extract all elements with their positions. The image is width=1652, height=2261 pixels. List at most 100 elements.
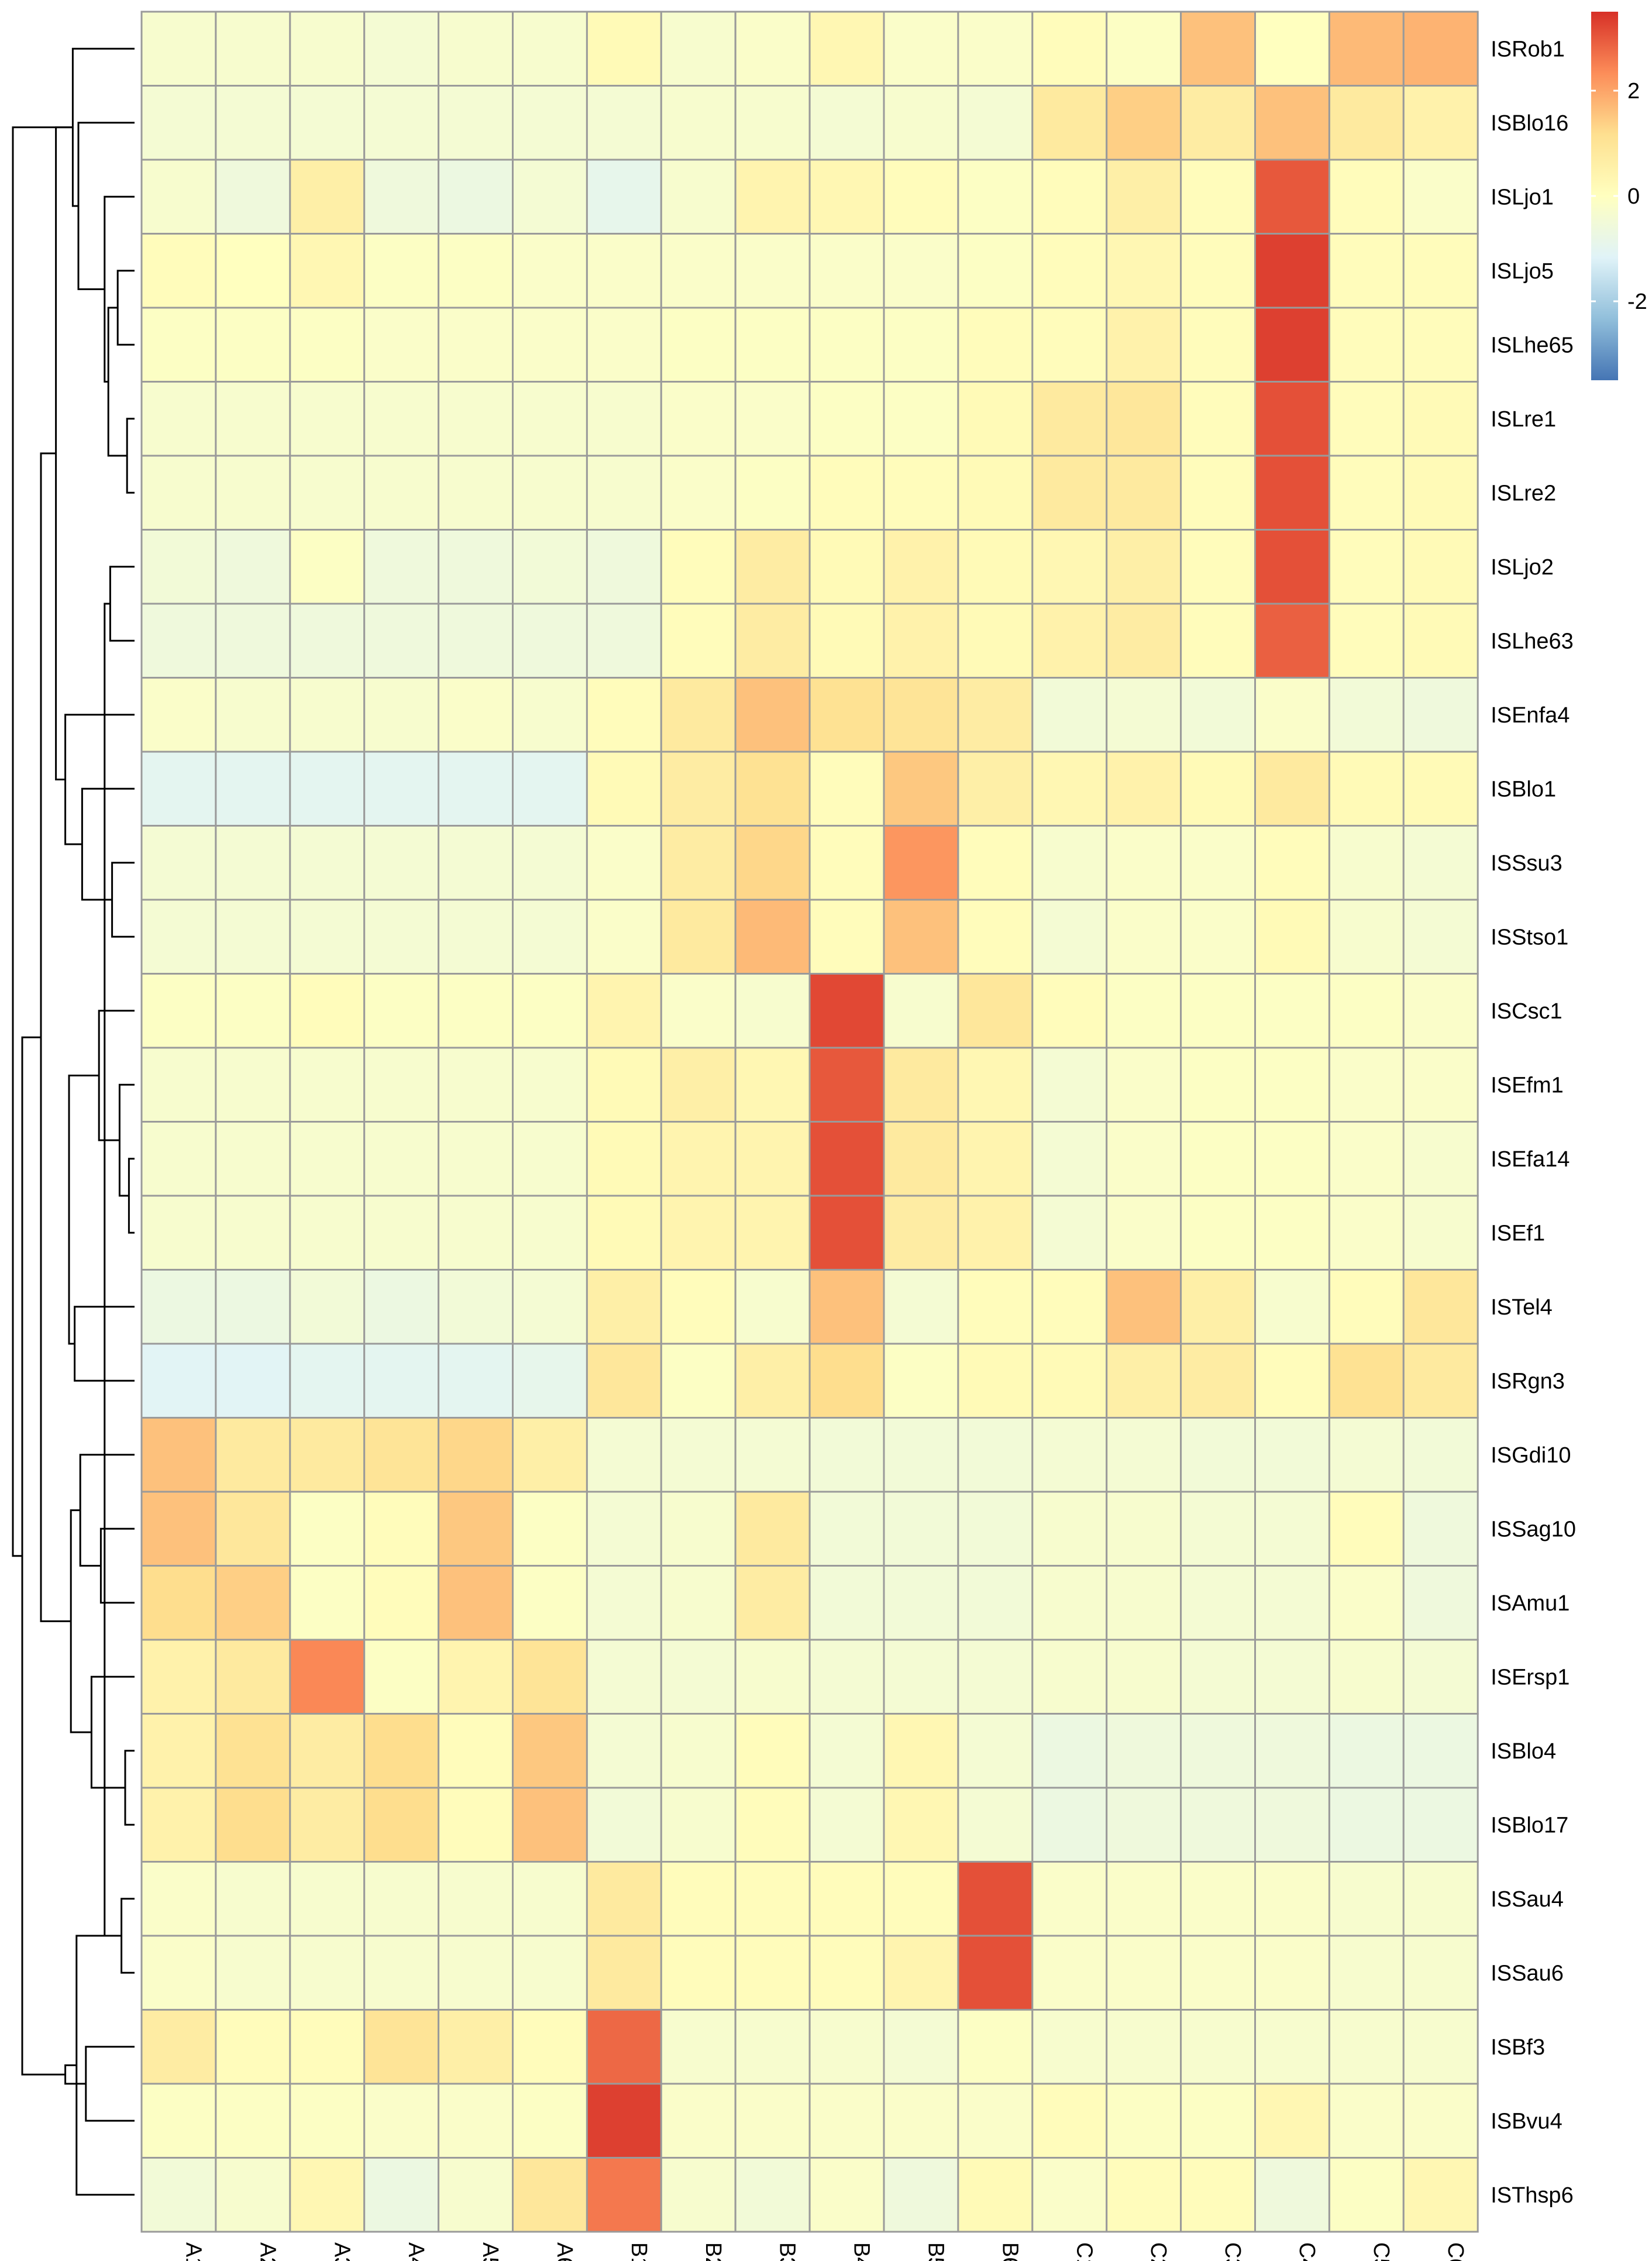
heatmap-cell [140, 1269, 217, 1345]
heatmap-cell [734, 1417, 811, 1493]
heatmap-cell [586, 1195, 662, 1271]
heatmap-cell [1254, 85, 1330, 161]
row-label: ISLjo1 [1491, 185, 1554, 209]
heatmap-cell [438, 11, 514, 87]
heatmap-cell [1031, 307, 1108, 383]
heatmap-cell [586, 973, 662, 1049]
heatmap-cell [438, 751, 514, 827]
heatmap-cell [363, 899, 440, 975]
color-legend: 2 0 -2 [1591, 12, 1647, 380]
heatmap-cell [586, 1417, 662, 1493]
heatmap-cell [734, 159, 811, 235]
heatmap-cell [586, 1047, 662, 1123]
heatmap-cell [289, 973, 366, 1049]
heatmap-cell [363, 529, 440, 605]
heatmap-cell [1180, 751, 1256, 827]
heatmap-cell [1180, 899, 1256, 975]
heatmap-cell [1402, 899, 1479, 975]
heatmap-cell [808, 677, 885, 753]
heatmap-cell [215, 11, 291, 87]
heatmap-cell [808, 1047, 885, 1123]
heatmap-cell [140, 529, 217, 605]
heatmap-cell [660, 233, 736, 309]
heatmap-cell [438, 1417, 514, 1493]
heatmap-cell [586, 1861, 662, 1937]
heatmap-cell [1106, 1787, 1182, 1863]
heatmap-cell [1402, 1565, 1479, 1641]
heatmap-cell [660, 1121, 736, 1197]
heatmap-cell [215, 1861, 291, 1937]
heatmap-cell [734, 1343, 811, 1419]
heatmap-cell [1328, 2083, 1405, 2159]
heatmap-cell [660, 1787, 736, 1863]
heatmap-cell [1328, 1787, 1405, 1863]
heatmap-cell [1180, 2157, 1256, 2233]
heatmap-cell [1106, 1047, 1182, 1123]
heatmap-cell [438, 1935, 514, 2011]
row-label: ISCsc1 [1491, 999, 1562, 1024]
heatmap-cell [363, 2157, 440, 2233]
heatmap-cell [363, 1343, 440, 1419]
heatmap-cell [957, 307, 1034, 383]
heatmap-cell [438, 1787, 514, 1863]
heatmap-cell [1031, 381, 1108, 457]
heatmap-cell [734, 11, 811, 87]
heatmap-cell [808, 2009, 885, 2085]
heatmap-cell [1180, 1565, 1256, 1641]
heatmap-cell [1328, 1343, 1405, 1419]
heatmap-cell [1402, 1047, 1479, 1123]
heatmap-cell [1031, 973, 1108, 1049]
heatmap-cell [1180, 11, 1256, 87]
row-label: ISStso1 [1491, 925, 1568, 949]
heatmap-cell [438, 1269, 514, 1345]
heatmap-cell [289, 1787, 366, 1863]
heatmap-cell [1106, 1417, 1182, 1493]
heatmap-cell [1106, 677, 1182, 753]
heatmap-cell [1254, 1417, 1330, 1493]
heatmap-cell [1031, 1861, 1108, 1937]
heatmap-cell [957, 1491, 1034, 1567]
heatmap-cells [140, 11, 1479, 2233]
row-label: ISGdi10 [1491, 1443, 1571, 1468]
heatmap-cell [363, 1713, 440, 1789]
heatmap-cell [1254, 529, 1330, 605]
heatmap-cell [363, 1417, 440, 1493]
heatmap-cell [1106, 1195, 1182, 1271]
heatmap-cell [512, 1861, 588, 1937]
heatmap-cell [1328, 1417, 1405, 1493]
heatmap-cell [660, 973, 736, 1049]
heatmap-cell [734, 677, 811, 753]
heatmap-cell [438, 825, 514, 901]
heatmap-cell [586, 1713, 662, 1789]
heatmap-cell [140, 603, 217, 679]
heatmap-cell [586, 1269, 662, 1345]
column-label: A2 [255, 2242, 280, 2261]
heatmap-cell [140, 2157, 217, 2233]
heatmap-cell [438, 159, 514, 235]
heatmap-cell [363, 307, 440, 383]
heatmap-cell [586, 677, 662, 753]
heatmap-cell [1328, 159, 1405, 235]
row-label: ISRgn3 [1491, 1369, 1565, 1393]
row-dendrogram [12, 47, 135, 2196]
heatmap-cell [660, 11, 736, 87]
heatmap-cell [140, 1343, 217, 1419]
heatmap-cell [883, 2157, 959, 2233]
heatmap-cell [660, 1491, 736, 1567]
heatmap-cell [140, 973, 217, 1049]
dendrogram-branch [85, 2046, 135, 2122]
heatmap-cell [140, 455, 217, 531]
heatmap-cell [957, 2009, 1034, 2085]
heatmap-cell [734, 899, 811, 975]
heatmap-cell [957, 455, 1034, 531]
heatmap-cell [586, 1343, 662, 1419]
heatmap-cell [734, 1787, 811, 1863]
heatmap-cell [140, 233, 217, 309]
heatmap-cell [808, 1121, 885, 1197]
heatmap-cell [512, 307, 588, 383]
heatmap-cell [1402, 307, 1479, 383]
heatmap-cell [734, 751, 811, 827]
heatmap-cell [1180, 307, 1256, 383]
heatmap-cell [660, 2157, 736, 2233]
heatmap-cell [883, 1935, 959, 2011]
